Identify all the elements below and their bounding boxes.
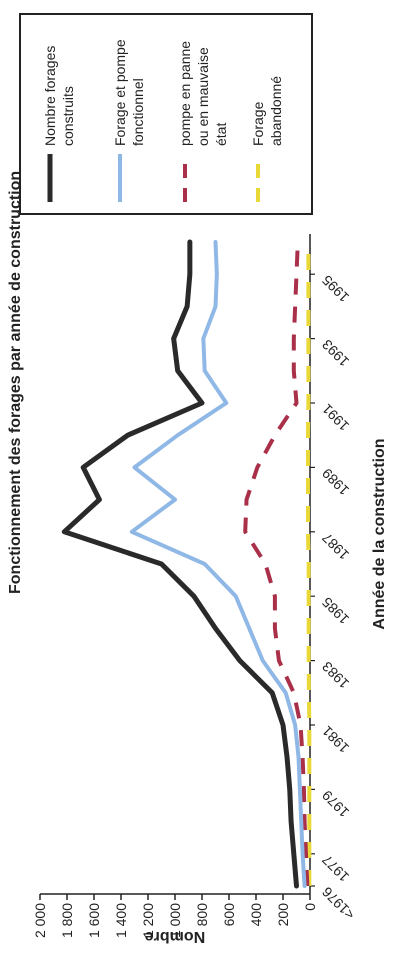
y-tick-label: 1 600: [86, 903, 102, 938]
series-line-2: [243, 241, 310, 887]
series-line-3: [305, 242, 312, 886]
y-tick-label: 0: [302, 903, 318, 911]
series-line-1: [129, 240, 307, 888]
y-tick-label: 1 400: [113, 903, 129, 938]
y-tick-label: 600: [221, 903, 237, 927]
x-axis-label: Année de la construction: [371, 438, 388, 629]
y-tick-label: 1 800: [59, 903, 75, 938]
series-lines: [61, 239, 312, 889]
legend-label-3: Forage abandonné: [250, 76, 284, 146]
y-tick-label: 200: [275, 903, 291, 927]
plot-area: Fonctionnement des forages par année de …: [7, 13, 388, 945]
legend-label-1: Forage et pompe fonctionnel: [112, 39, 146, 146]
y-tick-label: 400: [248, 903, 264, 927]
y-axis-label: Nombre: [145, 928, 206, 945]
legend-label-2: pompe en panne ou en mauvaise état: [177, 41, 229, 146]
y-ticks: 0 200 400 600 800 1 000 1 200 1 400 1 600 1 800 2 …: [32, 894, 318, 938]
legend-box: [19, 13, 313, 215]
chart-title: Fonctionnement des forages par année de …: [7, 171, 24, 594]
series-line-0: [61, 239, 299, 889]
y-tick-label: 1 200: [140, 903, 156, 938]
legend-label-0: Nombre forages construits: [42, 46, 76, 146]
y-tick-label: 1 000: [167, 903, 183, 938]
y-tick-label: 800: [194, 903, 210, 927]
y-tick-label: 2 000: [32, 903, 48, 938]
legend: Nombre forages construits Forage et pompe f…: [42, 39, 284, 202]
